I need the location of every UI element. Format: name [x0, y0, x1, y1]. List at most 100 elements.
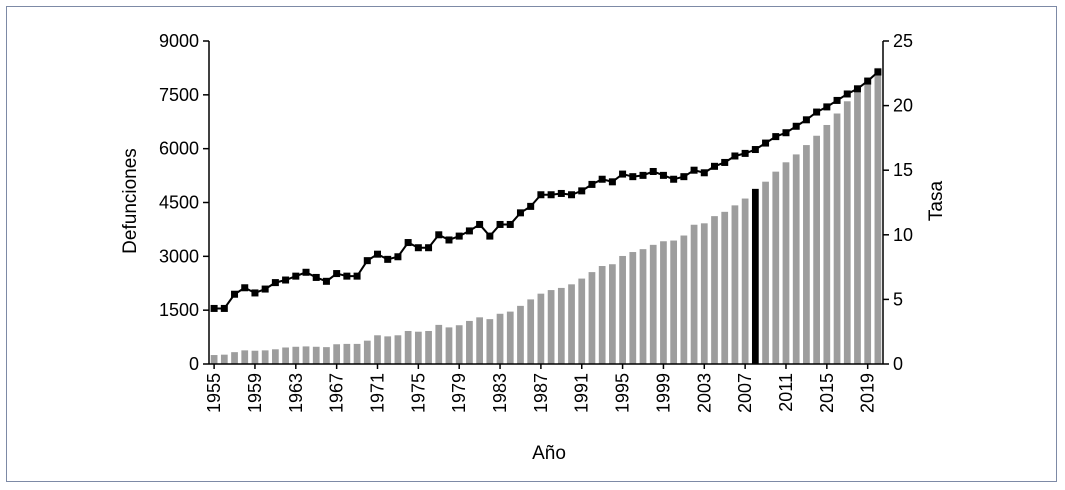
bar-1980: [466, 320, 473, 364]
rate-marker-1959: [251, 289, 259, 297]
x-tick-label: 1963: [286, 373, 306, 413]
bar-1999: [660, 241, 667, 364]
bar-2006: [731, 205, 739, 364]
bar-1960: [261, 350, 269, 364]
rate-marker-1978: [445, 236, 453, 244]
bar-1993: [598, 266, 606, 364]
rate-marker-1961: [271, 279, 279, 287]
rate-marker-2009: [762, 139, 770, 147]
bar-2015: [823, 124, 831, 364]
bar-1958: [241, 350, 249, 364]
rate-marker-1985: [516, 209, 524, 217]
rate-marker-1962: [282, 276, 290, 284]
rate-marker-1999: [659, 171, 667, 179]
bar-1986: [527, 299, 535, 364]
bar-1981: [476, 317, 483, 364]
bar-2011: [782, 162, 790, 364]
rate-marker-1990: [568, 191, 576, 199]
rate-marker-1982: [486, 232, 494, 240]
bar-highlight-2008: [751, 188, 759, 364]
bar-2009: [762, 181, 769, 364]
rate-marker-1964: [302, 268, 310, 276]
y-tick-label: 4500: [159, 193, 199, 213]
rate-marker-1976: [425, 244, 433, 252]
bar-1955: [210, 355, 218, 364]
bar-2010: [772, 171, 780, 364]
rate-marker-2017: [843, 90, 851, 98]
rate-marker-1986: [527, 202, 535, 210]
bar-1968: [343, 343, 351, 364]
y-tick-label: 7500: [159, 85, 199, 105]
bar-1957: [231, 352, 238, 364]
rate-marker-1958: [241, 284, 249, 292]
rate-marker-2006: [731, 152, 739, 160]
rate-marker-1981: [476, 220, 484, 228]
bar-2003: [700, 223, 708, 364]
y2-axis-label: Tasa: [926, 181, 947, 222]
rate-marker-2002: [690, 166, 698, 174]
rate-marker-2003: [700, 169, 708, 177]
rate-marker-2012: [792, 122, 800, 130]
rate-marker-1969: [353, 272, 361, 280]
rate-marker-2016: [833, 96, 841, 104]
tick-labels: 0 1500 3000 4500 6000 7500 9000 0 5 10 15 20 25 1955 1…: [159, 31, 913, 413]
bar-2013: [803, 145, 810, 364]
bar-series: [210, 67, 882, 365]
bar-2001: [680, 235, 688, 364]
rate-marker-1973: [394, 253, 402, 261]
bar-2004: [711, 216, 718, 364]
bar-1973: [394, 335, 402, 364]
y2-tick-label: 0: [893, 354, 903, 374]
rate-marker-1979: [455, 232, 463, 240]
rate-marker-2014: [813, 108, 821, 116]
rate-marker-1992: [588, 180, 596, 188]
x-tick-label: 1983: [490, 373, 510, 413]
x-tick-label: 1959: [245, 373, 265, 413]
rate-marker-1993: [598, 175, 606, 183]
bar-1996: [629, 252, 637, 364]
x-tick-label: 2011: [776, 373, 796, 412]
y2-tick-label: 25: [893, 31, 913, 51]
bar-1972: [384, 336, 392, 364]
rate-marker-1991: [578, 187, 586, 195]
y-tick-label: 6000: [159, 139, 199, 159]
rate-marker-2007: [741, 149, 749, 157]
bar-2014: [813, 135, 820, 364]
rate-marker-2015: [823, 103, 831, 111]
bar-2005: [721, 211, 729, 364]
y-tick-label: 1500: [159, 300, 199, 320]
line-series: [210, 68, 882, 312]
bar-1982: [486, 319, 494, 364]
bar-1962: [282, 347, 289, 364]
x-axis-label: Año: [532, 443, 566, 464]
bar-1974: [404, 330, 412, 364]
rate-marker-1960: [261, 285, 269, 293]
rate-marker-2018: [853, 85, 861, 93]
x-tick-label: 2003: [694, 373, 714, 413]
rate-marker-1995: [619, 170, 627, 178]
bar-1998: [649, 244, 657, 364]
bar-1988: [547, 290, 555, 364]
rate-marker-2013: [802, 116, 810, 124]
rate-marker-1998: [649, 167, 657, 175]
figure-frame: [6, 6, 1057, 482]
rate-marker-1966: [322, 277, 330, 285]
bar-1984: [506, 311, 514, 364]
rate-marker-1980: [465, 227, 473, 235]
bar-2018: [854, 91, 861, 365]
rate-marker-1970: [363, 257, 371, 265]
rate-marker-1977: [435, 231, 443, 239]
rate-marker-1989: [557, 189, 565, 197]
bar-2020: [874, 67, 882, 365]
bar-1956: [220, 354, 228, 364]
rate-marker-1987: [537, 191, 545, 199]
rate-marker-1974: [404, 239, 412, 247]
bar-1995: [619, 255, 626, 364]
rate-marker-1997: [639, 171, 647, 179]
rate-marker-1955: [210, 304, 218, 312]
bar-1967: [333, 344, 341, 364]
bar-1975: [414, 331, 422, 364]
rate-marker-1971: [374, 250, 381, 258]
bar-2002: [690, 224, 698, 364]
